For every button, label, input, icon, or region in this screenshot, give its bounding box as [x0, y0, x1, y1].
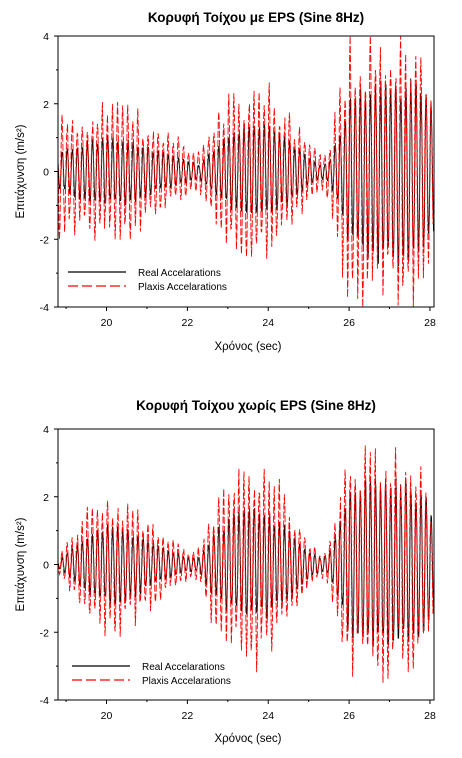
real-accelerations-line [58, 78, 434, 267]
y-tick-label: 4 [43, 424, 49, 436]
chart-title: Κορυφή Τοίχου χωρίς EPS (Sine 8Hz) [136, 398, 376, 413]
y-tick-label: 2 [43, 492, 49, 504]
y-axis-label: Επιτάχυνση (m/s²) [15, 124, 27, 218]
plaxis-accelerations-line [58, 445, 434, 683]
y-tick-label: -2 [40, 234, 49, 246]
y-tick-label: 0 [43, 560, 49, 572]
legend-label: Plaxis Accelarations [138, 282, 227, 293]
x-tick-label: 24 [262, 317, 274, 329]
chart-panel-2: Κορυφή Τοίχου χωρίς EPS (Sine 8Hz) -4 -2 0 2… [15, 398, 436, 745]
y-tick-label: -2 [40, 627, 49, 639]
y-tick-label: 4 [43, 31, 49, 43]
x-tick-label: 26 [343, 710, 355, 722]
legend-label: Real Accelarations [138, 268, 221, 279]
plaxis-accelerations-line [58, 36, 434, 307]
x-tick-label: 22 [182, 317, 194, 329]
y-axis-label: Επιτάχυνση (m/s²) [15, 517, 27, 611]
x-tick-label: 24 [262, 710, 274, 722]
legend-label: Real Accelarations [142, 662, 225, 673]
x-tick-label: 20 [101, 317, 113, 329]
x-tick-label: 22 [182, 710, 194, 722]
y-tick-label: 2 [43, 99, 49, 111]
x-tick-label: 26 [343, 317, 355, 329]
legend-label: Plaxis Accelarations [142, 676, 231, 687]
y-tick-label: -4 [40, 302, 49, 314]
x-axis-label: Χρόνος (sec) [214, 733, 281, 745]
chart-title: Κορυφή Τοίχου με EPS (Sine 8Hz) [148, 10, 364, 25]
y-tick-label: -4 [40, 695, 49, 707]
x-axis-label: Χρόνος (sec) [214, 341, 281, 353]
chart-panel-1: Κορυφή Τοίχου με EPS (Sine 8Hz)-4-202420… [15, 10, 436, 353]
y-tick-label: 0 [43, 167, 49, 179]
x-tick-label: 20 [101, 710, 113, 722]
x-tick-label: 28 [424, 710, 436, 722]
x-tick-label: 28 [424, 317, 436, 329]
